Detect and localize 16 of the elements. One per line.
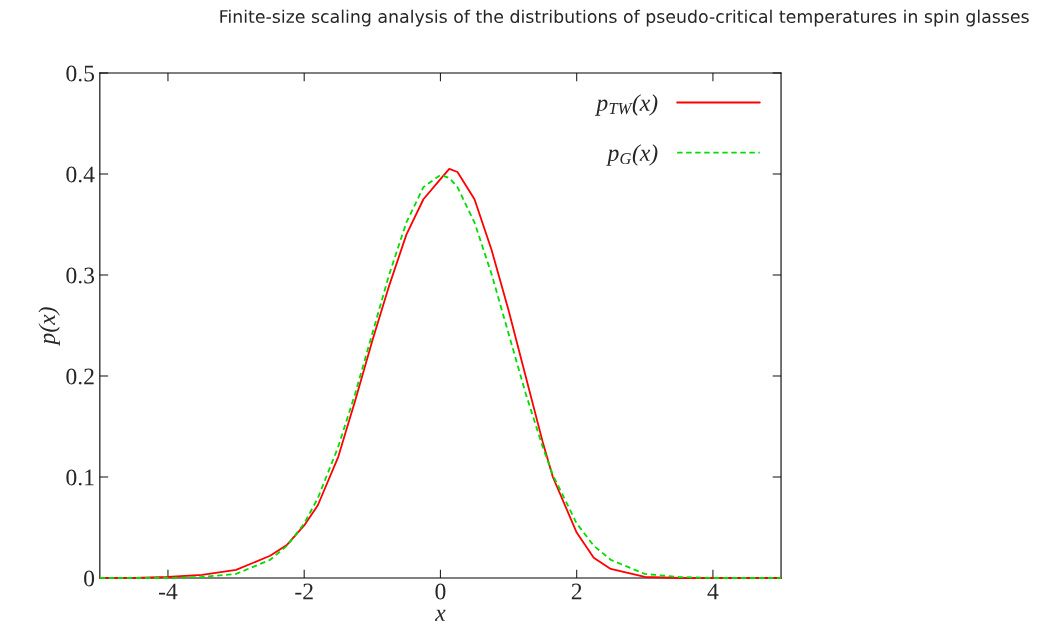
x-tick-label: 0	[435, 583, 446, 600]
y-axis-title: p(x)	[38, 307, 60, 346]
x-tick-label: 4	[707, 583, 719, 600]
y-tick-label: 0.2	[66, 368, 94, 385]
x-tick-label: 2	[571, 583, 582, 600]
x-axis-title: x	[434, 609, 446, 621]
y-tick-label: 0	[84, 570, 95, 587]
legend-label: p$_{G}$(x)	[606, 144, 658, 166]
x-tick-label: -4	[159, 583, 178, 600]
y-tick-label: 0.3	[66, 267, 95, 284]
x-tick-label: -2	[295, 583, 313, 600]
y-tick-label: 0.1	[66, 469, 94, 486]
y-tick-label: 0.5	[66, 65, 95, 82]
y-tick-label: 0.4	[66, 166, 95, 183]
legend-label: p$_{TW}$(x)	[595, 94, 658, 116]
chart-title: Finite-size scaling analysis of the distributions of pseudo-critical temperatures in spin glasses	[220, 9, 1029, 27]
